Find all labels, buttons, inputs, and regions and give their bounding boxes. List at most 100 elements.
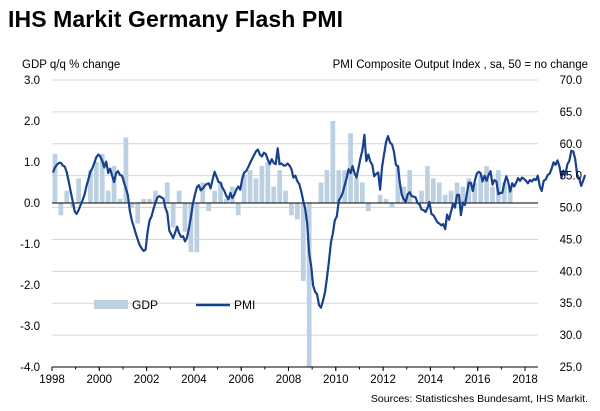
x-tick-label: 2014 xyxy=(418,374,444,386)
gdp-bar xyxy=(247,170,253,203)
legend: GDP PMI xyxy=(94,298,255,312)
legend-pmi-label: PMI xyxy=(234,298,255,312)
x-tick-label: 2012 xyxy=(370,374,396,386)
gdp-bar xyxy=(324,170,330,203)
gdp-bar xyxy=(229,186,235,203)
gdp-bar xyxy=(395,166,401,203)
gdp-bar xyxy=(430,178,436,203)
gdp-bar xyxy=(188,203,194,253)
left-tick-label: -1.0 xyxy=(20,239,40,251)
left-axis-label: GDP q/q % change xyxy=(22,59,120,71)
gdp-bar xyxy=(277,170,282,203)
source-note: Sources: Statisticshes Bundesamt, IHS Ma… xyxy=(371,393,588,405)
x-tick-label: 2004 xyxy=(181,374,207,386)
gdp-bar xyxy=(401,186,407,203)
x-tick-label: 2006 xyxy=(228,374,254,386)
legend-gdp-swatch xyxy=(94,300,128,309)
gdp-bar xyxy=(496,170,501,203)
x-tick-label: 2010 xyxy=(323,374,349,386)
gdp-bar xyxy=(501,182,507,203)
gdp-bar xyxy=(484,166,489,203)
right-axis-label: PMI Composite Output Index , sa, 50 = no… xyxy=(333,59,588,71)
legend-gdp-label: GDP xyxy=(132,298,158,312)
gdp-bar xyxy=(419,190,424,203)
x-tick-label: 2008 xyxy=(276,374,302,386)
gdp-bar xyxy=(58,203,64,216)
gdp-bar xyxy=(383,198,389,203)
gdp-bar xyxy=(153,190,158,203)
right-tick-label: 35.0 xyxy=(560,298,582,310)
gdp-bar xyxy=(194,203,200,253)
gdp-bar xyxy=(182,203,188,232)
gdp-bar xyxy=(354,178,359,203)
gdp-bar xyxy=(253,178,259,203)
gdp-bar xyxy=(271,186,277,203)
gdp-bar xyxy=(436,182,442,203)
gdp-bar xyxy=(442,194,448,203)
left-tick-label: 0.0 xyxy=(24,198,40,210)
gdp-bar xyxy=(224,198,229,203)
gdp-bar xyxy=(490,186,495,203)
gdp-bar xyxy=(300,203,306,281)
x-tick-label: 1998 xyxy=(39,374,65,386)
gdp-bar xyxy=(147,198,152,203)
grid-lines xyxy=(52,79,538,368)
right-tick-label: 65.0 xyxy=(560,107,582,119)
gdp-bar xyxy=(365,203,371,212)
gdp-bar xyxy=(318,182,324,203)
gdp-bar xyxy=(64,190,70,203)
axis-labels: 1998 2000 2002 2004 2006 2008 2010 2012 2014 2016… xyxy=(20,75,582,386)
gdp-bar xyxy=(129,203,135,208)
x-tick-label: 2002 xyxy=(134,374,160,386)
gdp-bar xyxy=(265,162,271,203)
gdp-bar xyxy=(170,203,176,228)
gdp-bar xyxy=(111,166,117,203)
gdp-bar xyxy=(454,182,460,203)
gdp-bar xyxy=(105,190,111,203)
gdp-bar xyxy=(141,198,146,203)
gdp-bar xyxy=(218,182,223,203)
gdp-bar xyxy=(472,182,478,203)
gdp-bar xyxy=(289,203,294,216)
gdp-bar xyxy=(164,182,170,203)
gdp-bar xyxy=(76,178,81,203)
gdp-bar xyxy=(460,186,466,203)
gdp-bar xyxy=(200,182,206,203)
gdp-bar xyxy=(241,174,247,203)
left-tick-label: -4.0 xyxy=(20,362,40,374)
gdp-bar xyxy=(360,182,365,203)
right-tick-label: 25.0 xyxy=(560,362,582,374)
right-tick-label: 45.0 xyxy=(560,234,582,246)
x-tick-label: 2016 xyxy=(465,374,491,386)
chart-title: IHS Markit Germany Flash PMI xyxy=(8,6,344,32)
left-tick-label: 2.0 xyxy=(24,116,40,128)
left-tick-label: -2.0 xyxy=(20,280,40,292)
pmi-line xyxy=(51,133,587,309)
gdp-bar xyxy=(336,170,342,203)
gdp-bar xyxy=(52,153,58,203)
gdp-bar xyxy=(425,166,430,203)
gdp-bars xyxy=(52,121,513,367)
left-tick-label: -3.0 xyxy=(20,321,40,333)
left-tick-label: 3.0 xyxy=(24,75,40,87)
gdp-bar xyxy=(306,203,312,367)
gdp-bar xyxy=(212,190,217,203)
right-tick-label: 70.0 xyxy=(560,75,582,87)
gdp-bar xyxy=(407,170,413,203)
gdp-bar xyxy=(389,203,395,208)
gdp-bar xyxy=(478,174,484,203)
gdp-bar xyxy=(348,133,353,203)
gdp-bar xyxy=(448,190,454,203)
right-tick-label: 60.0 xyxy=(560,139,582,151)
x-tick-label: 2000 xyxy=(87,374,113,386)
right-tick-label: 50.0 xyxy=(560,203,582,215)
gdp-bar xyxy=(283,190,288,203)
x-tick-label: 2018 xyxy=(512,374,538,386)
gdp-bar xyxy=(330,121,336,203)
gdp-bar xyxy=(507,186,513,203)
gdp-bar xyxy=(99,153,105,203)
gdp-bar xyxy=(117,198,123,203)
pmi-line-layer xyxy=(51,133,587,309)
gdp-bar xyxy=(295,203,300,220)
